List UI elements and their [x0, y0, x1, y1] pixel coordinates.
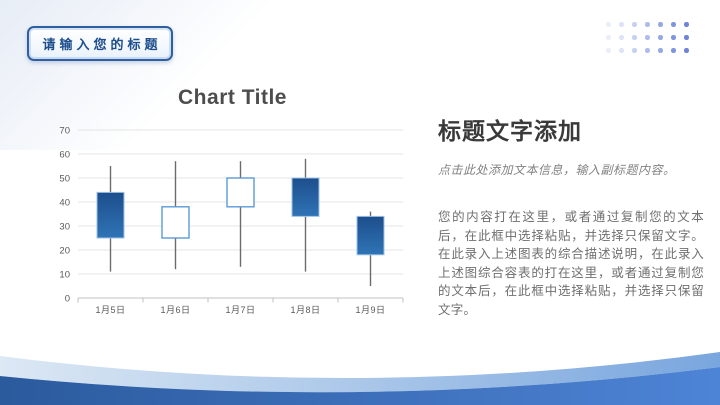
decor-dot — [684, 35, 689, 40]
x-axis-category-label: 1月8日 — [290, 305, 320, 315]
y-axis-tick-label: 50 — [59, 174, 70, 185]
decor-dot — [632, 48, 637, 53]
candlestick-chart: 0 10 20 30 40 50 60 70 1月5日 1月6日 1月7日 1月8日 1月9日 — [59, 126, 404, 315]
chart-title: Chart Title — [178, 86, 287, 109]
decor-dot — [671, 35, 676, 40]
section-heading: 标题文字添加 — [438, 118, 582, 144]
y-axis-tick-label: 60 — [59, 150, 70, 161]
y-axis-tick-label: 30 — [59, 222, 70, 233]
y-axis-tick-label: 70 — [59, 126, 70, 137]
decor-dot — [645, 22, 650, 27]
slide-title-badge-label: 请输入您的标题 — [42, 37, 162, 52]
decor-dot — [645, 35, 650, 40]
x-axis-category-label: 1月6日 — [160, 305, 190, 315]
wave-light-band — [0, 352, 720, 393]
decor-dot — [645, 48, 650, 53]
x-axis-category-label: 1月7日 — [225, 305, 255, 315]
wave-main-band — [0, 367, 720, 405]
decor-dot — [658, 22, 663, 27]
candlestick-chart-area: Chart Title 0 10 20 30 40 50 60 70 1月5日 1月6日 1月7日 1… — [0, 80, 430, 330]
y-axis-tick-label: 0 — [65, 294, 70, 305]
decor-dot — [632, 35, 637, 40]
decor-dot — [632, 22, 637, 27]
decor-dot — [606, 48, 611, 53]
x-axis-category-label: 1月9日 — [355, 305, 385, 315]
section-subtitle: 点击此处添加文本信息，输入副标题内容。 — [438, 163, 676, 177]
candle-body-up — [161, 206, 190, 239]
y-axis-tick-label: 20 — [59, 246, 70, 257]
decor-dot — [671, 48, 676, 53]
decor-dot — [619, 48, 624, 53]
decor-dot — [606, 22, 611, 27]
x-axis-category-label: 1月5日 — [95, 305, 125, 315]
candle-body-up — [226, 177, 255, 208]
candle-body-down — [96, 191, 125, 239]
decor-dot — [684, 48, 689, 53]
dots-decoration — [606, 22, 701, 56]
candle-body-down — [356, 215, 385, 256]
slide-title-badge: 请输入您的标题 — [27, 26, 173, 61]
section-body-text: 您的内容打在这里，或者通过复制您的文本后，在此框中选择粘贴，并选择只保留文字。在… — [438, 210, 704, 317]
decor-dot — [619, 35, 624, 40]
bottom-wave-decoration — [0, 352, 720, 405]
decor-dot — [606, 35, 611, 40]
decor-dot — [671, 22, 676, 27]
decor-dot — [658, 35, 663, 40]
y-axis-tick-label: 40 — [59, 198, 70, 209]
decor-dot — [658, 48, 663, 53]
decor-dot — [619, 22, 624, 27]
y-axis-tick-label: 10 — [59, 270, 70, 281]
decor-dot — [684, 22, 689, 27]
right-text-panel: 标题文字添加 点击此处添加文本信息，输入副标题内容。 您的内容打在这里，或者通过… — [438, 112, 704, 319]
candle-body-down — [291, 177, 320, 217]
